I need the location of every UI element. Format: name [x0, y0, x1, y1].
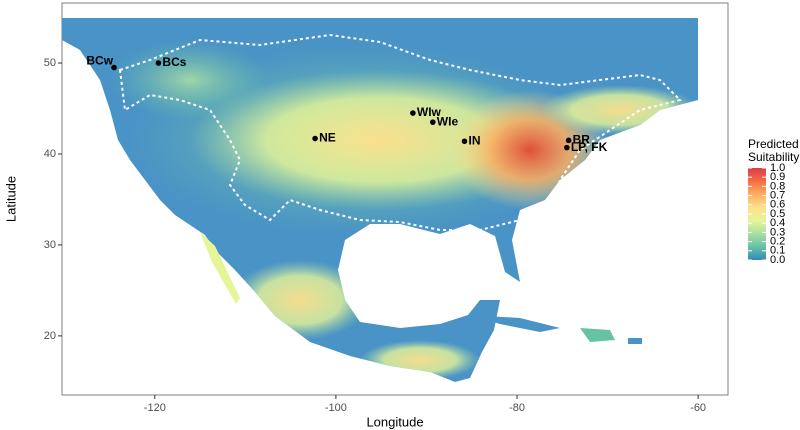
legend-label: 1.0 [770, 162, 785, 174]
x-axis-title: Longitude [366, 414, 423, 429]
x-tick-label: -60 [690, 402, 706, 414]
site-point [565, 137, 572, 144]
x-tick-label: -80 [509, 402, 525, 414]
legend-label: 0.8 [770, 180, 785, 192]
legend-label: 0.0 [770, 254, 785, 266]
y-tick-label: 40 [44, 148, 56, 160]
site-label: BR [573, 133, 591, 147]
site-label: BCw [86, 54, 113, 68]
y-tick-label: 50 [44, 57, 56, 69]
site-label: WIw [417, 105, 442, 119]
site-label: NE [319, 131, 336, 145]
legend-label: 0.1 [770, 245, 785, 257]
site-point [430, 119, 436, 125]
site-point [111, 64, 117, 71]
legend-label: 0.5 [770, 208, 785, 220]
x-tick-label: -100 [325, 402, 347, 414]
site-point [312, 135, 318, 142]
y-tick-label: 30 [44, 239, 56, 251]
site-label: WIe [437, 114, 459, 128]
x-tick-label: -120 [144, 402, 166, 414]
legend-title: Predicted [748, 137, 799, 151]
site-point [564, 144, 570, 151]
site-label: LP, FK [571, 140, 608, 154]
legend-colorbar [748, 168, 766, 260]
site-point [410, 110, 416, 116]
legend-title: Suitability [748, 150, 799, 164]
y-axis-title: Latitude [3, 176, 18, 222]
site-point [155, 60, 162, 66]
legend-label: 0.9 [770, 171, 785, 183]
legend-label: 0.4 [770, 217, 785, 229]
site-label: IN [468, 133, 480, 147]
site-point [461, 138, 468, 145]
y-tick-label: 20 [44, 330, 56, 342]
legend-label: 0.3 [770, 226, 785, 238]
legend-label: 0.2 [770, 236, 785, 248]
legend-label: 0.7 [770, 190, 785, 202]
site-label: BCs [162, 55, 186, 69]
legend-label: 0.6 [770, 199, 785, 211]
